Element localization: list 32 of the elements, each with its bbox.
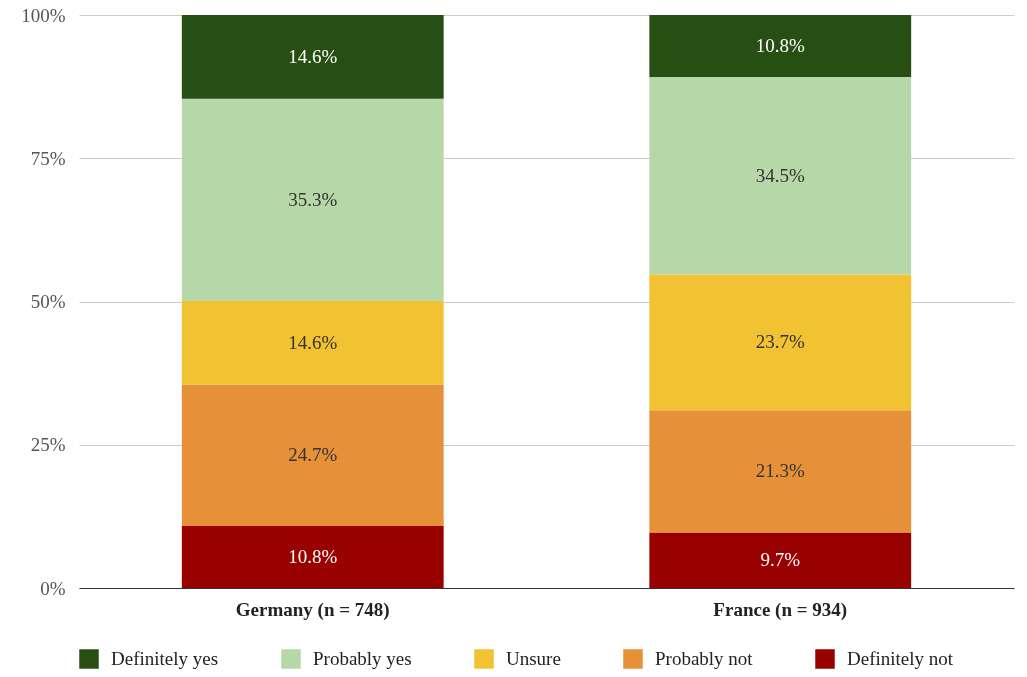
bar bbox=[649, 532, 912, 588]
data-label: 14.6% bbox=[288, 45, 338, 67]
y-tick-label: 50% bbox=[30, 291, 66, 312]
data-label: 35.3% bbox=[288, 188, 338, 210]
bar bbox=[181, 384, 444, 527]
data-label: 10.8% bbox=[288, 546, 338, 568]
bar bbox=[649, 15, 912, 77]
y-tick-label: 0% bbox=[40, 577, 66, 599]
legend-label: Unsure bbox=[506, 648, 561, 669]
y-tick-label: 25% bbox=[30, 434, 66, 456]
data-label: 14.6% bbox=[288, 331, 338, 353]
data-label: 21.3% bbox=[755, 460, 805, 482]
data-label: 9.7% bbox=[760, 549, 801, 571]
data-label: 24.7% bbox=[288, 444, 338, 466]
data-label: 34.5% bbox=[755, 164, 805, 186]
legend-label: Definitely yes bbox=[111, 648, 219, 669]
bar bbox=[181, 526, 444, 588]
data-label: 10.8% bbox=[755, 34, 805, 56]
legend-label: Definitely not bbox=[847, 648, 954, 669]
legend-label: Probably not bbox=[655, 648, 754, 669]
y-tick-label: 75% bbox=[30, 147, 66, 169]
bar bbox=[649, 274, 912, 411]
bar bbox=[649, 76, 912, 275]
bar bbox=[181, 98, 444, 301]
legend-label: Probably yes bbox=[313, 648, 412, 669]
data-label: 23.7% bbox=[755, 331, 805, 353]
bar bbox=[649, 410, 912, 533]
x-tick-label: France (n = 934) bbox=[713, 598, 848, 621]
x-tick-label: Germany (n = 748) bbox=[235, 598, 390, 621]
bar bbox=[181, 15, 444, 99]
y-tick-label: 100% bbox=[21, 4, 66, 26]
bar bbox=[181, 300, 444, 385]
